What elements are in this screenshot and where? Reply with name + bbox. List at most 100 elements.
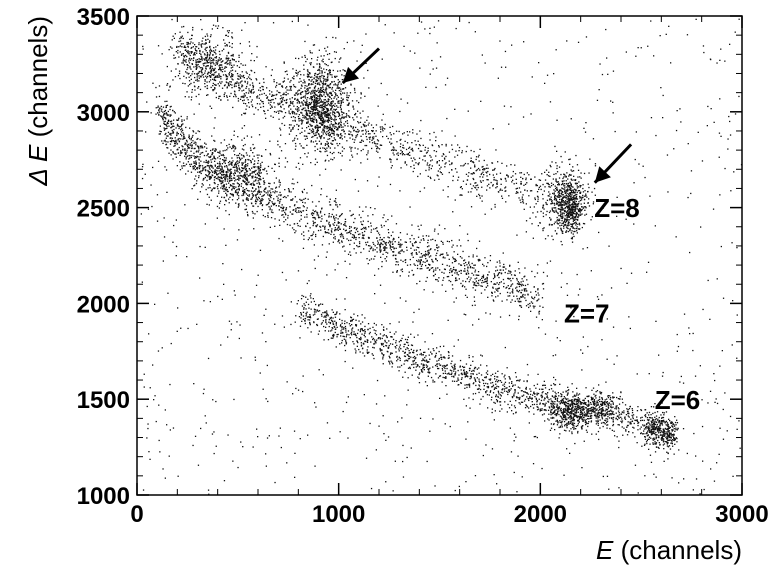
data-point xyxy=(262,177,264,179)
data-point xyxy=(288,104,290,107)
data-point xyxy=(178,40,180,43)
data-point xyxy=(516,289,518,291)
data-point xyxy=(375,150,378,152)
data-point xyxy=(665,432,667,435)
data-point xyxy=(247,76,250,78)
data-point xyxy=(595,397,597,399)
data-point xyxy=(269,207,271,209)
data-point xyxy=(569,181,571,183)
data-point xyxy=(294,204,296,206)
data-point xyxy=(450,373,453,375)
data-point xyxy=(302,231,305,233)
data-point xyxy=(506,174,508,176)
data-point xyxy=(355,335,357,337)
data-point xyxy=(272,98,274,101)
data-point xyxy=(206,161,208,163)
data-point xyxy=(385,344,387,347)
data-point xyxy=(161,116,163,118)
data-point xyxy=(190,41,192,43)
data-point xyxy=(542,206,544,208)
data-point xyxy=(479,381,481,383)
data-point xyxy=(276,82,278,84)
data-point xyxy=(337,115,340,117)
data-point xyxy=(320,303,322,305)
data-point xyxy=(420,352,422,355)
data-point xyxy=(233,95,235,98)
data-point xyxy=(200,45,202,47)
data-point xyxy=(190,52,192,54)
data-point xyxy=(302,318,305,320)
data-point xyxy=(637,429,639,431)
data-point xyxy=(189,155,191,157)
data-point xyxy=(392,148,394,151)
data-point xyxy=(281,97,283,99)
data-point xyxy=(495,380,497,383)
data-point xyxy=(324,114,326,117)
data-point xyxy=(365,125,367,127)
data-point xyxy=(322,235,324,238)
data-point xyxy=(538,398,540,400)
data-point xyxy=(437,267,439,269)
data-point xyxy=(417,163,420,166)
data-point xyxy=(419,263,421,265)
data-point xyxy=(297,93,300,95)
data-point xyxy=(310,293,312,295)
data-point xyxy=(413,336,415,338)
data-point xyxy=(181,152,183,154)
data-point xyxy=(520,281,522,283)
data-point xyxy=(662,420,664,422)
data-point xyxy=(299,220,301,222)
data-point xyxy=(294,196,296,198)
data-point xyxy=(170,105,172,108)
data-point xyxy=(467,239,469,242)
data-point xyxy=(357,246,359,248)
data-point xyxy=(296,211,298,214)
data-point xyxy=(255,169,257,172)
data-point xyxy=(430,160,432,162)
data-point xyxy=(355,236,357,239)
data-point xyxy=(319,94,321,96)
data-point xyxy=(337,221,339,223)
data-point xyxy=(267,214,269,217)
data-point xyxy=(315,99,317,101)
data-point xyxy=(301,122,303,124)
data-point xyxy=(572,196,574,198)
data-point xyxy=(181,123,183,126)
data-point xyxy=(475,170,477,172)
data-point xyxy=(173,125,175,127)
data-point xyxy=(199,156,201,158)
data-point xyxy=(441,253,443,256)
data-point xyxy=(224,84,226,86)
data-point xyxy=(356,131,358,133)
data-point xyxy=(501,189,503,191)
data-point xyxy=(494,402,496,404)
data-point xyxy=(524,189,526,191)
data-point xyxy=(272,116,274,118)
data-point xyxy=(212,58,215,60)
data-point xyxy=(170,141,173,143)
data-point xyxy=(312,129,315,131)
data-point xyxy=(222,153,224,156)
data-point xyxy=(664,422,666,424)
data-point xyxy=(276,195,278,198)
data-point xyxy=(329,225,331,227)
data-point xyxy=(372,354,374,356)
data-point xyxy=(583,223,586,225)
data-point xyxy=(440,172,442,174)
data-point xyxy=(491,292,493,294)
data-point xyxy=(192,130,194,132)
data-point xyxy=(392,152,394,154)
data-point xyxy=(520,201,522,204)
data-point xyxy=(334,326,336,328)
data-point xyxy=(340,126,343,128)
data-point xyxy=(361,329,363,331)
data-point xyxy=(636,416,638,418)
data-point xyxy=(563,396,565,398)
data-point xyxy=(575,394,578,396)
data-point xyxy=(379,236,381,239)
data-point xyxy=(350,332,352,335)
data-point xyxy=(448,258,450,260)
data-point xyxy=(226,166,228,168)
data-point xyxy=(418,382,421,384)
data-point xyxy=(195,46,197,48)
